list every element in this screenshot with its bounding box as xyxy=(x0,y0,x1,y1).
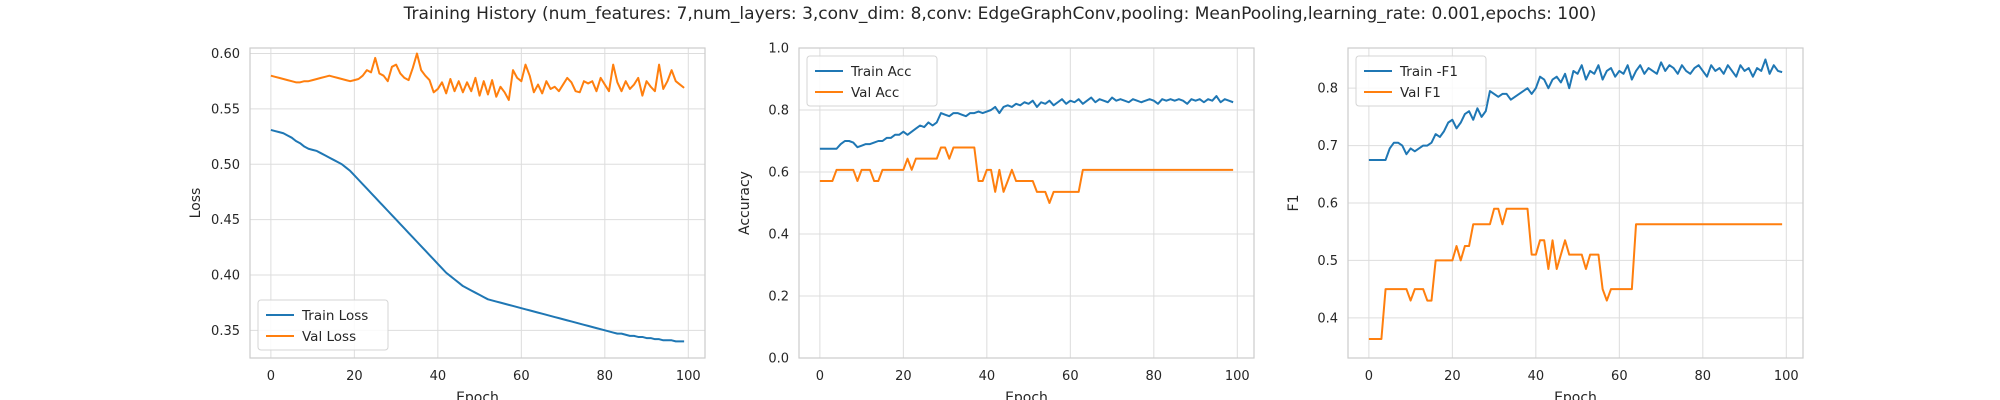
series-line-train-loss xyxy=(270,128,685,343)
x-tick-label: 0 xyxy=(816,369,824,384)
y-tick-label: 0.45 xyxy=(211,213,240,228)
y-tick-label: 0.8 xyxy=(1317,82,1338,97)
legend-box xyxy=(257,299,389,351)
legend-label: Train Loss xyxy=(301,308,368,324)
legend: Train Acc Val Acc xyxy=(806,55,938,107)
y-axis-label: Accuracy xyxy=(737,171,753,235)
y-tick-label: 0.6 xyxy=(768,166,789,181)
x-tick-label: 40 xyxy=(1528,369,1545,384)
x-tick-label: 20 xyxy=(346,369,363,384)
x-axis-label: Epoch xyxy=(1005,390,1048,400)
x-tick-label: 0 xyxy=(267,369,275,384)
x-tick-label: 100 xyxy=(676,369,701,384)
legend-label: Val Loss xyxy=(302,329,356,345)
legend-box xyxy=(806,55,938,107)
plot-frame xyxy=(798,47,1255,359)
y-tick-label: 0.2 xyxy=(768,290,789,305)
x-axis-label: Epoch xyxy=(456,390,499,400)
x-tick-label: 40 xyxy=(979,369,996,384)
y-tick-label: 0.8 xyxy=(768,104,789,119)
loss-chart: 0 20 40 60 80 100 0.35 0.40 0.45 0.50 0.55 0.60 Epoc… xyxy=(188,47,706,400)
x-tick-label: 20 xyxy=(1444,369,1461,384)
x-tick-label: 100 xyxy=(1774,369,1799,384)
x-tick-label: 60 xyxy=(513,369,530,384)
series-line-val-f1 xyxy=(1368,207,1783,341)
plot-frame xyxy=(249,47,706,359)
f1-chart: 0 20 40 60 80 100 0.4 0.5 0.6 0.7 0.8 Epoch F1 Train … xyxy=(1286,47,1804,400)
legend-label: Val Acc xyxy=(851,85,899,101)
y-tick-label: 0.35 xyxy=(211,324,240,339)
y-axis-label: F1 xyxy=(1286,195,1302,212)
x-tick-label: 80 xyxy=(1146,369,1163,384)
y-tick-label: 1.0 xyxy=(768,42,789,57)
figure-title: Training History (num_features: 7,num_la… xyxy=(403,4,1597,24)
series-line-val-acc xyxy=(819,146,1234,204)
y-tick-label: 0.7 xyxy=(1317,139,1338,154)
x-tick-label: 80 xyxy=(597,369,614,384)
x-tick-label: 80 xyxy=(1695,369,1712,384)
series-line-val-loss xyxy=(270,52,685,102)
y-tick-label: 0.4 xyxy=(768,228,789,243)
y-axis-label: Loss xyxy=(188,188,204,219)
legend-label: Train Acc xyxy=(850,64,912,80)
series-line-train-acc xyxy=(819,95,1234,150)
x-tick-label: 20 xyxy=(895,369,912,384)
x-tick-label: 100 xyxy=(1225,369,1250,384)
y-tick-label: 0.50 xyxy=(211,158,240,173)
y-tick-label: 0.55 xyxy=(211,102,240,117)
x-tick-label: 60 xyxy=(1062,369,1079,384)
series-line-train-f1 xyxy=(1368,58,1783,161)
x-tick-label: 0 xyxy=(1365,369,1373,384)
x-tick-label: 40 xyxy=(430,369,447,384)
y-tick-label: 0.4 xyxy=(1317,311,1338,326)
y-tick-label: 0.0 xyxy=(768,352,789,367)
y-tick-label: 0.40 xyxy=(211,268,240,283)
y-tick-label: 0.6 xyxy=(1317,197,1338,212)
legend-box xyxy=(1355,55,1487,107)
legend-label: Val F1 xyxy=(1400,85,1441,101)
y-tick-label: 0.5 xyxy=(1317,254,1338,269)
accuracy-chart: 0 20 40 60 80 100 0.0 0.2 0.4 0.6 0.8 1.0 Epoch Accur… xyxy=(737,42,1255,400)
x-axis-label: Epoch xyxy=(1554,390,1597,400)
x-tick-label: 60 xyxy=(1611,369,1628,384)
legend-label: Train -F1 xyxy=(1399,64,1458,80)
legend: Train Loss Val Loss xyxy=(257,299,389,351)
y-tick-label: 0.60 xyxy=(211,47,240,62)
legend: Train -F1 Val F1 xyxy=(1355,55,1487,107)
plot-frame xyxy=(1347,47,1804,359)
